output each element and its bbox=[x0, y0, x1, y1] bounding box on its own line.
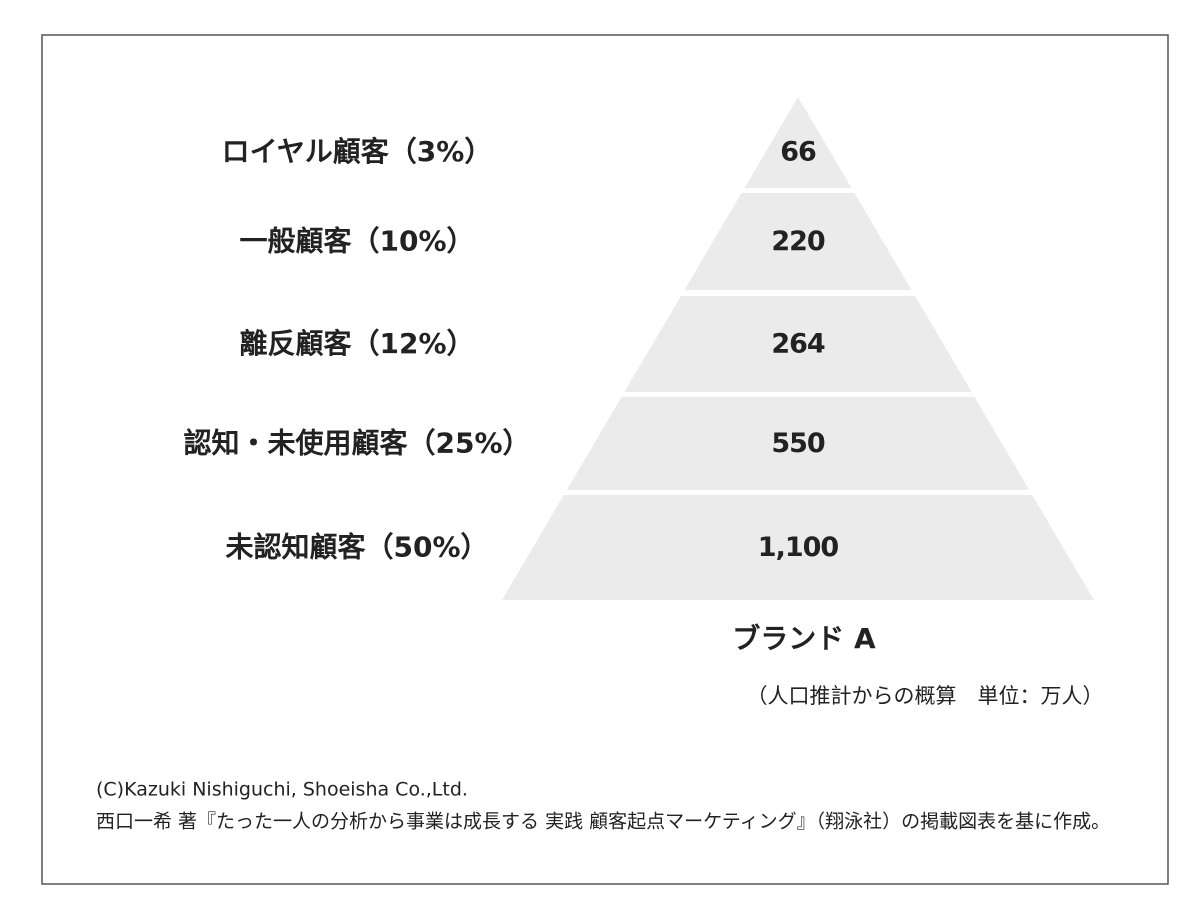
pyramid-layer bbox=[744, 97, 852, 188]
note: （人口推計からの概算 単位：万人） bbox=[747, 684, 1104, 708]
footer-line: (C)Kazuki Nishiguchi, Shoeisha Co.,Ltd. bbox=[96, 779, 468, 801]
category-label: 未認知顧客（50%） bbox=[225, 531, 488, 564]
pyramid-layer bbox=[624, 296, 972, 392]
category-label: ロイヤル顧客（3%） bbox=[222, 135, 493, 168]
footer-line: 西口一希 著『たった一人の分析から事業は成長する 実践 顧客起点マーケティング』… bbox=[96, 811, 1110, 833]
category-label: 離反顧客（12%） bbox=[239, 327, 474, 360]
value-label: 264 bbox=[771, 329, 825, 360]
x-label: ブランド A bbox=[732, 622, 876, 655]
value-label: 66 bbox=[780, 137, 816, 168]
pyramid-layer bbox=[502, 495, 1094, 600]
value-label: 220 bbox=[771, 226, 825, 257]
category-label: 認知・未使用顧客（25%） bbox=[183, 427, 530, 460]
pyramid-layer bbox=[566, 397, 1030, 490]
pyramid-layer bbox=[684, 193, 912, 290]
value-label: 550 bbox=[771, 428, 825, 459]
value-label: 1,100 bbox=[758, 532, 839, 563]
category-label: 一般顧客（10%） bbox=[239, 225, 474, 258]
